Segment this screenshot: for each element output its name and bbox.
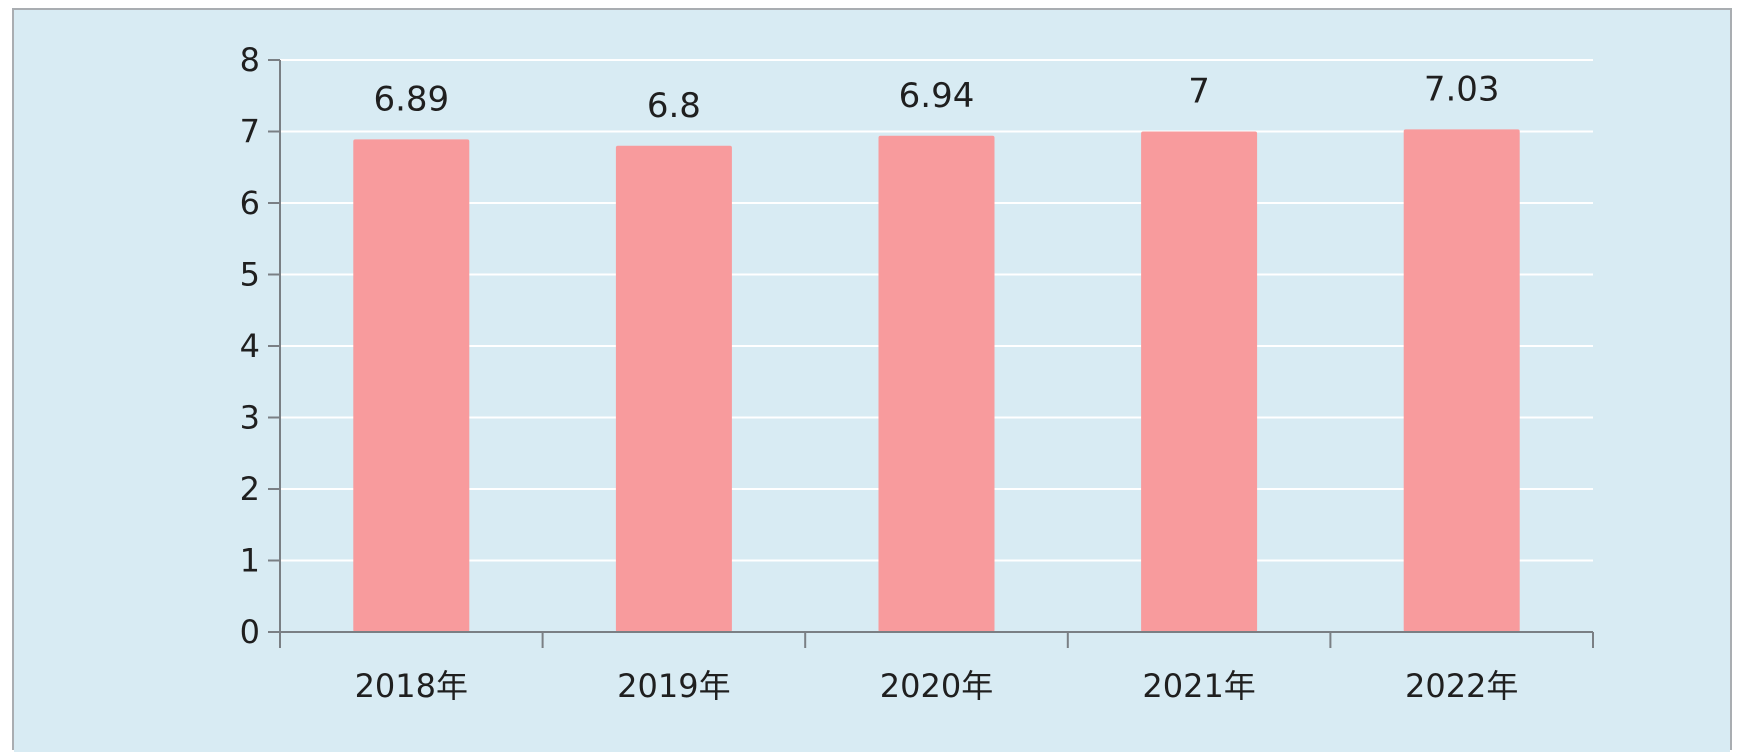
y-tick-label: 0 bbox=[240, 613, 260, 651]
y-tick-label: 5 bbox=[240, 256, 260, 294]
y-tick-label: 3 bbox=[240, 399, 260, 437]
y-tick-label: 6 bbox=[240, 184, 260, 222]
x-tick-label: 2018年 bbox=[355, 667, 468, 705]
y-tick-labels: 0 1 2 3 4 5 6 7 8 bbox=[240, 41, 260, 651]
x-tick-label: 2019年 bbox=[617, 667, 730, 705]
bar bbox=[1404, 129, 1520, 632]
bar bbox=[1141, 132, 1257, 633]
x-tick-label: 2020年 bbox=[880, 667, 993, 705]
data-label: 7 bbox=[1188, 72, 1210, 112]
y-tick-label: 8 bbox=[240, 41, 260, 79]
data-label: 6.89 bbox=[373, 79, 449, 119]
x-tick-label: 2021年 bbox=[1142, 667, 1255, 705]
bar bbox=[879, 136, 995, 632]
bar-chart: 0 1 2 3 4 5 6 7 8 2018年 2019年 2020年 2021年 2022年 6.89… bbox=[14, 10, 1730, 752]
data-label: 7.03 bbox=[1424, 69, 1500, 109]
bar bbox=[616, 146, 732, 632]
data-label: 6.94 bbox=[899, 76, 975, 116]
data-label: 6.8 bbox=[647, 86, 701, 126]
y-tick-label: 7 bbox=[240, 113, 260, 151]
y-tick-label: 1 bbox=[240, 542, 260, 580]
y-tick-label: 2 bbox=[240, 470, 260, 508]
y-tick-label: 4 bbox=[240, 327, 260, 365]
bar bbox=[353, 139, 469, 632]
chart-panel: 0 1 2 3 4 5 6 7 8 2018年 2019年 2020年 2021年 2022年 6.89… bbox=[12, 8, 1732, 750]
x-tick-label: 2022年 bbox=[1405, 667, 1518, 705]
